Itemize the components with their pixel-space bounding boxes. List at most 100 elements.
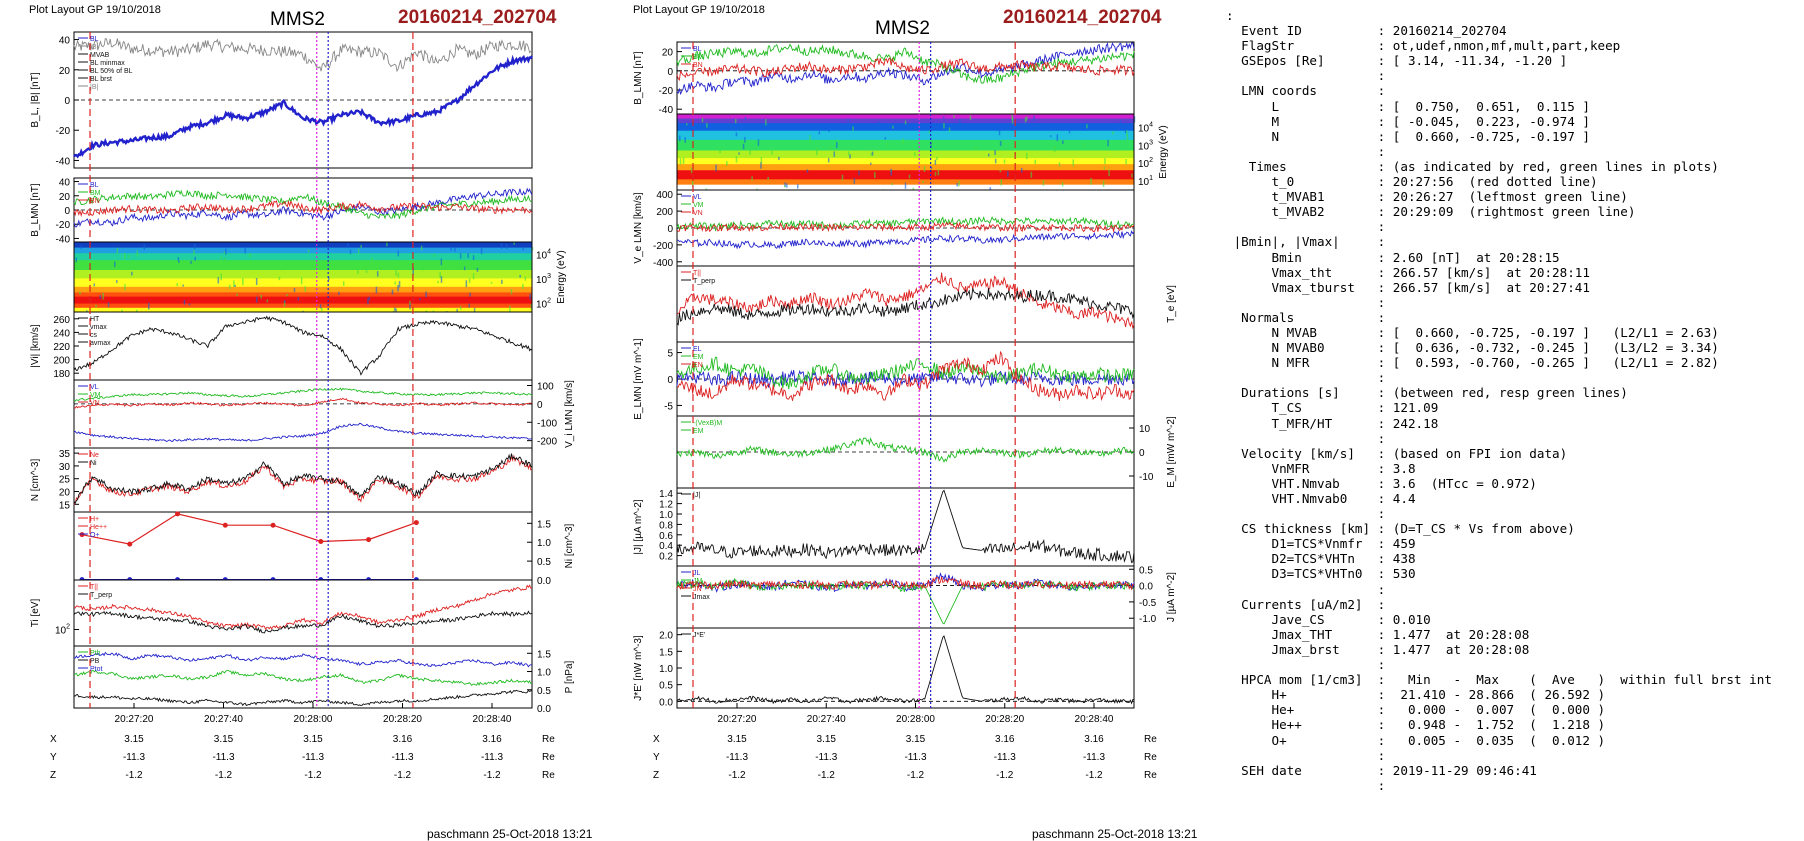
spectrogram-streak [735,156,738,163]
ytick-label: 0.5 [537,686,551,697]
spectrogram-streak [432,310,435,313]
series-line [676,288,1135,326]
info-line: VnMFR : 3.8 [1226,460,1416,476]
info-line: O+ : 0.005 - 0.035 ( 0.012 ) [1226,732,1606,748]
right-coord-unit: Re [1144,734,1157,745]
info-line: T_CS : 121.09 [1226,400,1439,416]
ylabel: E_M [mW m^-2] [1166,416,1177,488]
legend-label: BN [693,62,703,69]
spectrogram-streak [937,169,940,176]
spectrogram-ytick: 104 [1138,122,1153,135]
info-line: FlagStr : ot,udef,nmon,mf,mult,part,keep [1226,38,1621,54]
spectrogram-streak [836,141,838,149]
panel-frame [676,265,1135,343]
spectrogram-streak [931,142,933,147]
spectrogram-band [74,296,532,305]
spectrogram-band [677,130,1134,141]
legend-label: He++ [90,524,107,531]
spectrogram-band [677,164,1134,171]
spectrogram-streak [418,264,420,270]
spectrogram-streak [734,119,737,124]
spectrogram-streak [738,152,740,155]
ylabel: Ti [eV] [30,599,41,628]
ytick-label: 1.0 [659,664,673,675]
panel-frame [73,579,533,647]
ytick-label: 40 [59,36,71,47]
spectrogram-streak [752,128,754,131]
legend-label: Ni [90,460,97,467]
spectrogram-streak [871,151,874,156]
spectrogram-streak [468,303,470,308]
info-line: Normals : [1226,309,1386,325]
info-line: Vmax_tburst : 266.57 [km/s] at 20:27:41 [1226,279,1590,295]
spectrogram-streak [530,304,533,310]
info-line: |Bmin|, |Vmax| : [1226,234,1386,250]
legend-label: JM [693,578,703,585]
ylabel: V_i LMN [km/s] [564,380,575,448]
spectrogram-ytick-exp: 2 [547,298,551,305]
spectrogram-streak [841,174,844,181]
right-coord-unit: Re [1144,770,1157,781]
spectrogram-streak [123,253,126,260]
legend-label: MVAB [90,52,110,59]
spectrogram-streak [509,305,511,313]
left-coord-value: -1.2 [125,770,143,781]
spectrogram-streak [847,151,850,156]
right-coord-label: X [653,734,660,745]
spectrogram-streak [1056,134,1059,142]
right-coord-value: -1.2 [818,770,836,781]
ytick-label: -20 [659,86,674,97]
spectrogram-streak [767,176,769,180]
spectrogram-streak [796,184,799,189]
spectrogram-streak [849,154,851,159]
series-line [676,221,1135,233]
spectrogram-streak [359,263,362,269]
ytick-label: 200 [656,207,673,218]
spectrogram-streak [412,268,414,275]
ytick-label: 0 [667,224,673,235]
spectrogram-streak [1086,124,1088,129]
spectrogram-streak [686,123,688,126]
spectrogram-streak [890,168,893,176]
panel-frame [676,627,1135,709]
legend-label: T_perp [693,278,715,285]
spectrogram-ytick: 101 [1138,175,1153,188]
spectrogram-streak [283,301,286,307]
ylabel: E_LMN [mV m^-1] [633,338,644,420]
right-xtick-label: 20:27:40 [807,714,846,725]
spectrogram-streak [467,253,469,258]
spectrogram-streak [833,151,836,157]
info-line: N MVAB0 : [ 0.636, -0.732, -0.245 ] (L3/… [1226,340,1719,356]
ytick-label: 0.5 [659,681,673,692]
info-line: LMN coords : [1226,83,1386,99]
panel-frame [73,311,533,381]
legend-label: Ptot [90,666,103,673]
spectrogram-streak [321,307,323,311]
right-coord-label: Z [653,770,659,781]
left-coord-value: -11.3 [212,752,234,763]
right-coord-value: -11.3 [994,752,1016,763]
left-coord-value: -1.2 [215,770,233,781]
spectrogram-streak [904,120,907,125]
right-coord-value: -1.2 [1085,770,1103,781]
left-coord-value: 3.16 [482,734,502,745]
spectrogram-streak [1102,180,1105,187]
left-coord-label: Y [50,752,57,763]
spectrogram-streak [440,276,443,283]
spectrogram-band [677,150,1134,159]
legend-label: |B| [90,44,98,51]
series-line [81,513,417,545]
panel-frame [73,177,533,243]
spectrogram-streak [371,257,373,263]
spectrogram-streak [959,118,961,126]
spectrogram-band [677,114,1134,120]
spectrogram-streak [304,286,307,292]
panel-frame [73,511,533,581]
spectrogram-streak [229,284,231,290]
ytick-label: -200 [537,437,557,448]
info-line: Jmax_brst : 1.477 at 20:28:08 [1226,641,1530,657]
spectrogram-streak [194,256,197,261]
spectrogram-ytick: 104 [536,249,551,262]
panel-frame [676,41,1135,115]
spectrogram-streak [440,258,443,266]
